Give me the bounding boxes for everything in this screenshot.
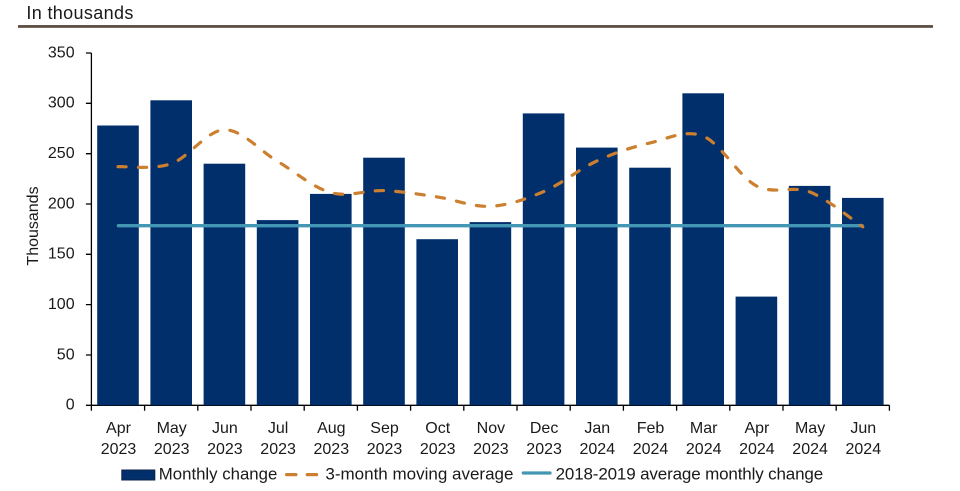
svg-text:Thousands: Thousands: [25, 186, 42, 265]
svg-text:2024: 2024: [739, 441, 775, 458]
svg-text:150: 150: [48, 246, 75, 263]
svg-text:2023: 2023: [101, 441, 137, 458]
svg-text:Jan: Jan: [584, 420, 610, 437]
svg-text:2024: 2024: [686, 441, 722, 458]
svg-text:200: 200: [48, 195, 75, 212]
svg-text:0: 0: [66, 397, 75, 414]
svg-text:Dec: Dec: [530, 420, 558, 437]
svg-text:Jun: Jun: [850, 420, 876, 437]
svg-text:Oct: Oct: [425, 420, 450, 437]
svg-text:Aug: Aug: [317, 420, 345, 437]
svg-text:250: 250: [48, 145, 75, 162]
svg-text:2023: 2023: [314, 441, 350, 458]
svg-text:2023: 2023: [473, 441, 509, 458]
svg-text:2018-2019 average monthly chan: 2018-2019 average monthly change: [556, 464, 823, 483]
svg-text:300: 300: [48, 95, 75, 112]
svg-text:3-month moving average: 3-month moving average: [325, 464, 513, 483]
svg-text:350: 350: [48, 44, 75, 61]
svg-text:2023: 2023: [154, 441, 190, 458]
svg-text:2024: 2024: [846, 441, 882, 458]
svg-text:Sep: Sep: [370, 420, 399, 437]
svg-text:Jul: Jul: [268, 420, 288, 437]
svg-text:2024: 2024: [792, 441, 828, 458]
svg-text:2023: 2023: [367, 441, 403, 458]
svg-text:Apr: Apr: [744, 420, 770, 437]
svg-text:Monthly change: Monthly change: [159, 464, 277, 483]
svg-text:50: 50: [57, 346, 75, 363]
svg-text:Mar: Mar: [690, 420, 718, 437]
svg-text:Nov: Nov: [477, 420, 505, 437]
svg-text:2024: 2024: [633, 441, 669, 458]
svg-text:2023: 2023: [207, 441, 243, 458]
svg-text:Jun: Jun: [212, 420, 238, 437]
svg-text:2023: 2023: [420, 441, 456, 458]
svg-text:May: May: [795, 420, 825, 437]
svg-text:May: May: [157, 420, 187, 437]
svg-text:In thousands: In thousands: [26, 3, 133, 23]
svg-text:2023: 2023: [260, 441, 296, 458]
svg-text:2024: 2024: [580, 441, 616, 458]
svg-text:Apr: Apr: [106, 420, 132, 437]
svg-text:Feb: Feb: [637, 420, 665, 437]
svg-text:100: 100: [48, 296, 75, 313]
svg-text:2023: 2023: [526, 441, 562, 458]
